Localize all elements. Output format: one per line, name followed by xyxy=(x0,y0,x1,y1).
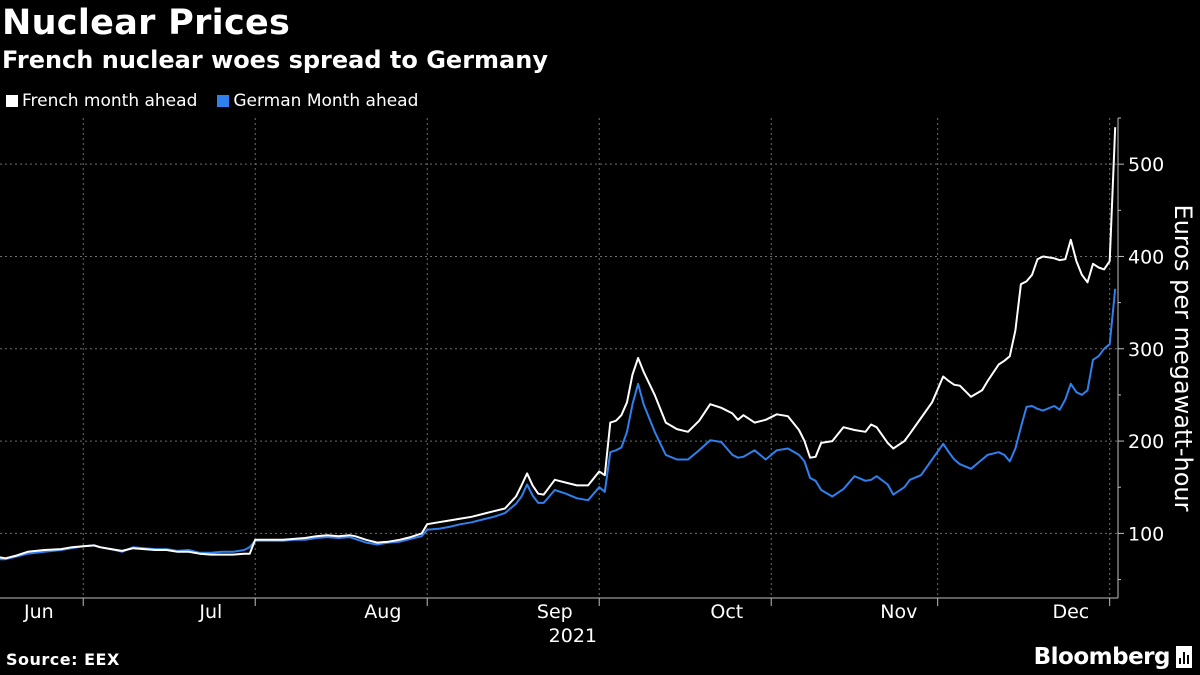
chart-title: Nuclear Prices xyxy=(2,3,291,43)
legend-swatch-french xyxy=(6,95,18,107)
series-line-german xyxy=(0,288,1117,561)
x-axis-year-label: 2021 xyxy=(549,625,597,647)
legend-item-german: German Month ahead xyxy=(217,90,418,112)
x-tick-label-jun: Jun xyxy=(23,601,54,623)
y-tick-label-300: 300 xyxy=(1128,339,1164,361)
y-axis-title: Euros per megawatt-hour xyxy=(1169,205,1197,512)
legend: French month ahead German Month ahead xyxy=(6,90,418,112)
x-tick-label-sep: Sep xyxy=(537,601,573,623)
y-tick-label-100: 100 xyxy=(1128,523,1164,545)
y-tick-label-200: 200 xyxy=(1128,431,1164,453)
y-tick-label-500: 500 xyxy=(1128,154,1164,176)
series-line-french xyxy=(0,127,1117,560)
x-tick-label-oct: Oct xyxy=(710,601,743,623)
legend-label-german: German Month ahead xyxy=(233,91,419,111)
x-tick-label-dec: Dec xyxy=(1052,601,1089,623)
brand-wordmark: Bloomberg xyxy=(1033,644,1171,670)
bloomberg-terminal-icon xyxy=(1176,646,1192,668)
brand-logo: Bloomberg xyxy=(1034,644,1192,670)
source-note: Source: EEX xyxy=(6,650,120,669)
x-tick-label-nov: Nov xyxy=(880,601,917,623)
legend-item-french: French month ahead xyxy=(6,90,197,112)
x-tick-label-jul: Jul xyxy=(198,601,222,623)
chart-subtitle: French nuclear woes spread to Germany xyxy=(2,46,548,74)
legend-swatch-german xyxy=(217,95,230,107)
y-tick-label-400: 400 xyxy=(1128,246,1164,268)
x-tick-label-aug: Aug xyxy=(364,601,401,623)
legend-label-french: French month ahead xyxy=(22,91,198,111)
